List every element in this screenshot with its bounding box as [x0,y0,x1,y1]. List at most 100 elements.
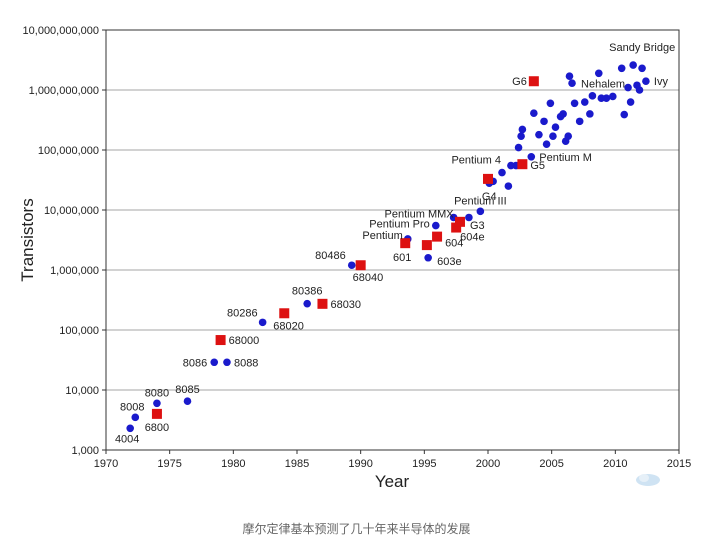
chip-label: Pentium M [539,152,592,164]
data-point-intel [258,318,267,327]
x-tick-label: 1975 [157,458,181,470]
grid-lines [106,29,679,451]
chip-label: 80486 [315,250,346,262]
watermark-logo [636,474,660,486]
chip-label: 604e [460,232,484,244]
data-point-motorola-ibm [355,260,366,271]
data-point-intel [126,424,134,433]
data-point-intel [565,72,574,80]
data-point-intel [638,64,646,73]
data-point-intel [431,221,440,230]
data-point-intel [594,69,603,78]
data-point-motorola-ibm [454,216,465,227]
chip-label: G3 [470,220,485,232]
plot-frame [105,29,680,451]
data-point-intel [424,253,432,262]
chip-label: Ivy [654,76,669,88]
data-point-intel [476,207,485,216]
chip-label: Sandy Bridge [609,42,675,54]
data-point-intel [517,132,525,140]
data-point-intel [580,98,589,106]
chip-label: 68040 [353,272,384,284]
x-tick-label: 1990 [348,458,372,470]
chip-label: Pentium [362,230,402,242]
data-point-intel [635,86,644,94]
chip-label: 4004 [115,433,139,445]
chip-label: 8085 [175,384,199,396]
chip-label: 68000 [229,335,260,347]
y-tick-label: 10,000,000 [44,205,99,217]
y-tick-label: 100,000,000 [38,145,99,157]
y-tick-label: 10,000,000,000 [23,25,99,37]
data-point-intel [608,92,617,101]
x-tick-label: 2015 [667,458,691,470]
data-point-intel [223,358,231,367]
x-axis-label: Year [375,472,410,491]
y-axis-ticks: 1,000 10,000 100,000 1,000,000 10,000,000 100… [23,25,106,457]
data-point-intel [498,168,506,177]
chip-label: 68030 [330,299,361,311]
data-point-intel [575,117,584,126]
chip-label: Pentium MMX [385,208,455,220]
data-point-motorola-ibm [215,335,226,346]
data-point-intel [540,117,548,126]
x-tick-label: 1995 [412,458,436,470]
y-axis-label: Transistors [18,198,37,281]
data-point-intel [570,99,579,108]
chip-label: 80386 [292,286,323,298]
chip-label: Pentium Pro [369,219,430,231]
data-point-intel [602,94,611,103]
data-point-intel [551,123,560,131]
data-point-intel [642,77,650,86]
data-point-intel [518,125,527,134]
moore-law-chart: 1,000 10,000 100,000 1,000,000 10,000,000 100… [18,25,691,491]
chip-label: 8088 [234,357,258,369]
data-points [126,61,650,433]
chip-label: G5 [530,160,545,172]
y-tick-label: 1,000 [71,445,99,457]
data-point-intel [465,213,473,222]
x-tick-label: 2005 [539,458,563,470]
data-point-motorola-ibm [317,298,328,309]
chip-label: 8080 [145,387,169,399]
data-point-motorola-ibm [483,173,493,184]
x-tick-label: 1985 [285,458,309,470]
y-tick-label: 10,000 [65,385,99,397]
data-point-intel [504,182,513,190]
x-axis-ticks: 1970 1975 1980 1985 1990 1995 2000 2005 2010 2015 [94,450,691,470]
y-tick-label: 100,000 [59,325,99,337]
data-point-motorola-ibm [400,238,411,249]
x-tick-label: 2010 [603,458,627,470]
chip-label: Nehalem [581,79,625,91]
data-point-intel [183,397,192,406]
data-point-intel [546,99,555,108]
data-point-intel [347,261,356,270]
chip-label: 601 [393,252,411,264]
chip-label: Pentium 4 [451,155,501,167]
data-point-intel [542,140,551,148]
chip-label: 8086 [183,357,207,369]
chip-label: Pentium III [454,195,507,207]
chip-label: 603e [437,256,461,268]
data-point-intel [588,92,597,100]
y-tick-label: 1,000,000,000 [29,85,99,97]
data-point-intel [617,64,626,73]
data-point-motorola-ibm [151,408,162,419]
chip-label: 80286 [227,307,258,319]
data-point-intel [549,132,557,140]
chip-label: 8008 [120,401,144,413]
data-point-intel [527,153,536,161]
data-point-intel [559,110,567,118]
chip-label: G4 [482,191,497,203]
data-point-intel [303,299,311,308]
data-point-intel [586,110,594,118]
data-point-intel [131,413,140,422]
data-point-intel [620,110,629,119]
chip-label: 68020 [273,320,304,332]
chip-label: G6 [512,76,527,88]
x-tick-label: 1980 [221,458,245,470]
data-point-intel [624,83,632,92]
data-point-intel [514,143,523,152]
data-point-motorola-ibm [279,308,290,319]
